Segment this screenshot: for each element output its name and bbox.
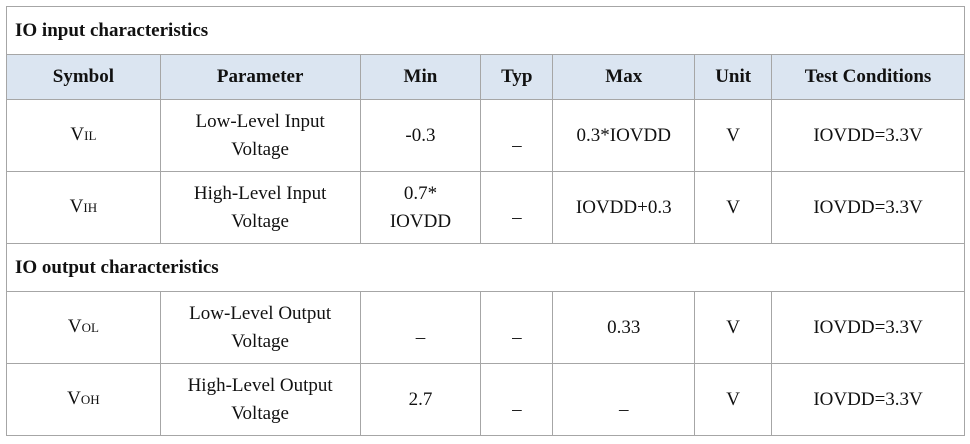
section-row: IO input characteristics <box>6 6 965 55</box>
symbol-subscript: IL <box>84 128 97 143</box>
cell: – <box>480 171 554 244</box>
symbol-cell: VOL <box>6 291 161 364</box>
cell-text: IOVDD=3.3V <box>813 196 923 218</box>
cell: IOVDD=3.3V <box>771 99 965 172</box>
cell: 0.33 <box>552 291 696 364</box>
data-row: VIL Low-Level Input Voltage -0.3–0.3*IOVDD… <box>6 99 965 172</box>
symbol-subscript: OL <box>81 320 99 335</box>
cell: – <box>480 363 554 436</box>
cell: 2.7 <box>359 363 482 436</box>
cell: High-Level Input Voltage <box>159 171 361 244</box>
column-header: Test Conditions <box>771 54 965 100</box>
cell-text: High-Level Input Voltage <box>193 182 327 232</box>
symbol-main: V <box>67 388 81 409</box>
symbol-cell: VOH <box>6 363 161 436</box>
cell: -0.3 <box>359 99 482 172</box>
cell: IOVDD=3.3V <box>771 291 965 364</box>
data-row: VIH High-Level Input Voltage 0.7* IOVDD – IO… <box>6 171 965 244</box>
cell-text: 2.7 <box>408 388 433 410</box>
cell: – <box>480 291 554 364</box>
column-header: Unit <box>694 54 773 100</box>
cell-text: 0.3*IOVDD <box>576 124 671 146</box>
cell-text: V <box>726 124 741 146</box>
cell-text: V <box>726 316 741 338</box>
cell-text: IOVDD=3.3V <box>813 124 923 146</box>
column-header: Min <box>359 54 482 100</box>
cell: IOVDD=3.3V <box>771 171 965 244</box>
cell-text: – <box>512 206 522 228</box>
cell-text: IOVDD=3.3V <box>813 316 923 338</box>
cell-text: V <box>726 388 741 410</box>
cell-text: Low-Level Output Voltage <box>189 302 332 352</box>
cell: – <box>552 363 696 436</box>
cell: V <box>694 171 773 244</box>
cell-text: -0.3 <box>405 124 436 146</box>
cell: IOVDD+0.3 <box>552 171 696 244</box>
data-row: VOH High-Level Output Voltage 2.7– – V IOVDD=… <box>6 363 965 436</box>
section-row: IO output characteristics <box>6 243 965 292</box>
cell: IOVDD=3.3V <box>771 363 965 436</box>
symbol-main: V <box>69 196 84 217</box>
section-title: IO input characteristics <box>6 6 965 55</box>
table-body: IO input characteristics Symbol Parameter M… <box>6 6 965 436</box>
symbol-main: V <box>70 124 85 145</box>
characteristics-table: IO input characteristics Symbol Parameter M… <box>6 6 965 436</box>
cell-text: V <box>726 196 741 218</box>
header-row: Symbol Parameter Min Typ Max Unit Test Conditi… <box>6 54 965 100</box>
symbol-subscript: IH <box>83 200 98 215</box>
column-header: Typ <box>480 54 554 100</box>
cell-text: IOVDD=3.3V <box>813 388 923 410</box>
cell-text: – <box>512 326 522 348</box>
cell: – <box>480 99 554 172</box>
cell-text: – <box>512 134 522 156</box>
column-header: Parameter <box>159 54 361 100</box>
cell-text: Low-Level Input Voltage <box>195 110 325 160</box>
cell-text: – <box>512 398 522 420</box>
data-row: VOL Low-Level Output Voltage – –0.33 V IOVDD=… <box>6 291 965 364</box>
column-header: Max <box>552 54 696 100</box>
cell-text: IOVDD+0.3 <box>575 196 672 218</box>
symbol-subscript: OH <box>80 392 100 407</box>
symbol-cell: VIH <box>6 171 161 244</box>
cell: V <box>694 291 773 364</box>
cell: 0.7* IOVDD <box>359 171 482 244</box>
cell: High-Level Output Voltage <box>159 363 361 436</box>
symbol-cell: VIL <box>6 99 161 172</box>
cell: – <box>359 291 482 364</box>
cell: Low-Level Output Voltage <box>159 291 361 364</box>
cell-text: High-Level Output Voltage <box>187 374 333 424</box>
cell: 0.3*IOVDD <box>552 99 696 172</box>
cell-text: – <box>619 398 629 420</box>
cell: Low-Level Input Voltage <box>159 99 361 172</box>
cell: V <box>694 363 773 436</box>
cell-text: – <box>415 326 426 348</box>
symbol-main: V <box>67 316 82 337</box>
cell-text: 0.33 <box>607 316 641 338</box>
column-header: Symbol <box>6 54 161 100</box>
cell: V <box>694 99 773 172</box>
section-title: IO output characteristics <box>6 243 965 292</box>
cell-text: 0.7* IOVDD <box>389 182 452 232</box>
